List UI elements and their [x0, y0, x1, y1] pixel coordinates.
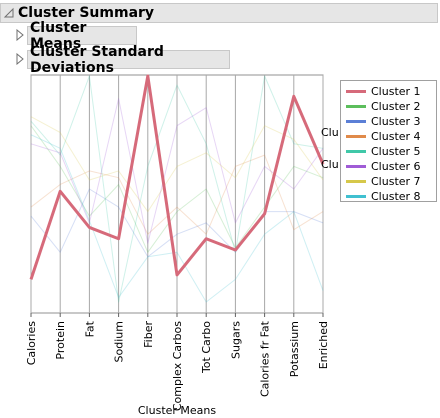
series-line-cluster-5: [30, 75, 324, 303]
tick-label-9: Potassium: [288, 321, 301, 377]
cluster-sd-title: Cluster Standard Deviations: [30, 43, 164, 76]
series-line-cluster-8: [30, 134, 324, 303]
legend-item-cluster-6[interactable]: Cluster 6: [341, 159, 436, 174]
series-end-label-1: Clu: [321, 158, 339, 171]
series-line-cluster-7: [30, 116, 324, 213]
legend-label: Cluster 3: [371, 115, 421, 128]
tick-label-3: Sodium: [113, 321, 126, 362]
chart-legend: Cluster 1 Cluster 2 Cluster 3 Cluster 4 Clus…: [340, 80, 437, 204]
expand-triangle-icon[interactable]: [15, 29, 25, 41]
legend-swatch: [346, 135, 366, 138]
cluster-summary-header[interactable]: Cluster Summary: [0, 3, 438, 23]
legend-item-cluster-8[interactable]: Cluster 8: [341, 189, 436, 204]
series-line-cluster-1: [29, 74, 325, 280]
tick-label-5: Complex Carbos: [171, 321, 184, 411]
legend-swatch: [346, 195, 366, 198]
expand-triangle-icon[interactable]: [15, 53, 25, 65]
tick-label-8: Calories fr Fat: [259, 320, 272, 397]
legend-label: Cluster 8: [371, 190, 421, 203]
cluster-means-header[interactable]: Cluster Means: [27, 20, 137, 52]
cluster-means-title: Cluster Means: [30, 19, 87, 52]
tick-label-2: Fat: [83, 320, 96, 337]
legend-item-cluster-5[interactable]: Cluster 5: [341, 144, 436, 159]
legend-item-cluster-4[interactable]: Cluster 4: [341, 129, 436, 144]
series-line-cluster-3: [30, 188, 324, 258]
legend-swatch: [346, 180, 366, 183]
legend-item-cluster-1[interactable]: Cluster 1: [341, 84, 436, 99]
series-end-label-0: Clu: [321, 126, 339, 139]
legend-swatch: [346, 150, 366, 153]
legend-item-cluster-3[interactable]: Cluster 3: [341, 114, 436, 129]
tick-label-4: Fiber: [142, 321, 155, 348]
legend-label: Cluster 2: [371, 100, 421, 113]
cluster-summary-title: Cluster Summary: [18, 5, 155, 21]
legend-swatch: [346, 120, 366, 123]
legend-label: Cluster 1: [371, 85, 421, 98]
tick-label-6: Tot Carbo: [200, 321, 213, 374]
legend-item-cluster-2[interactable]: Cluster 2: [341, 99, 436, 114]
legend-swatch: [346, 165, 366, 168]
x-axis-title: Cluster Means: [138, 404, 217, 417]
legend-label: Cluster 5: [371, 145, 421, 158]
legend-item-cluster-7[interactable]: Cluster 7: [341, 174, 436, 189]
series-line-cluster-2: [30, 125, 324, 253]
legend-swatch: [346, 90, 366, 93]
legend-label: Cluster 4: [371, 130, 421, 143]
tick-label-0: Calories: [25, 321, 38, 366]
tick-label-1: Protein: [54, 321, 67, 360]
legend-label: Cluster 6: [371, 160, 421, 173]
legend-label: Cluster 7: [371, 175, 421, 188]
tick-label-7: Sugars: [229, 321, 242, 359]
collapse-triangle-icon[interactable]: [3, 7, 15, 19]
tick-label-10: Enriched: [317, 321, 330, 369]
legend-swatch: [346, 105, 366, 108]
cluster-sd-header[interactable]: Cluster Standard Deviations: [27, 44, 230, 76]
